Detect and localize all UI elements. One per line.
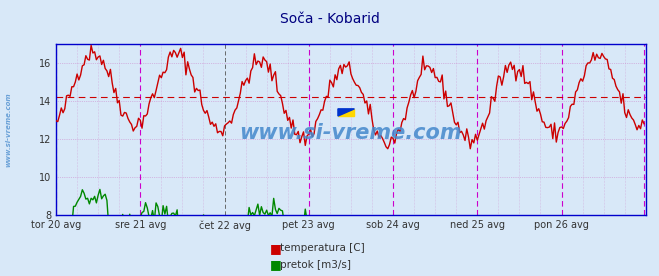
Text: ■: ■ — [270, 258, 282, 272]
Text: ■: ■ — [270, 242, 282, 255]
Text: Soča - Kobarid: Soča - Kobarid — [279, 12, 380, 26]
Polygon shape — [338, 109, 355, 116]
Text: pretok [m3/s]: pretok [m3/s] — [280, 260, 351, 270]
Text: www.si-vreme.com: www.si-vreme.com — [240, 123, 462, 143]
Text: temperatura [C]: temperatura [C] — [280, 243, 365, 253]
Polygon shape — [338, 109, 355, 116]
Text: www.si-vreme.com: www.si-vreme.com — [5, 92, 12, 167]
